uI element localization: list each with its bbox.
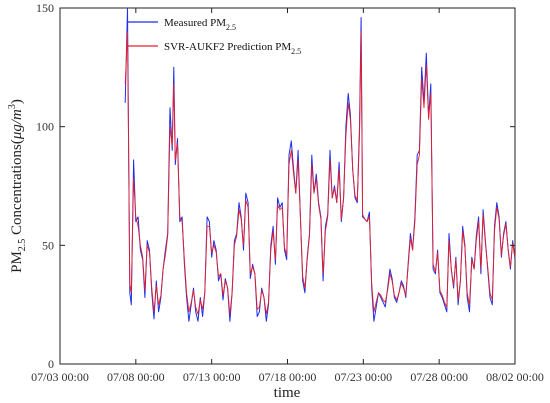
plot-frame (59, 7, 516, 365)
series-layer (124, 7, 516, 322)
y-tick-label: 150 (36, 1, 54, 15)
x-tick-label: 07/13 00:00 (183, 370, 241, 384)
x-tick-label: 07/03 00:00 (31, 370, 89, 384)
series-line-prediction (124, 31, 516, 315)
y-axis-title: PM2.5 Concentrations(μg/m3) (7, 99, 28, 273)
y-tick-label: 0 (48, 357, 54, 371)
x-tick-label: 08/02 00:00 (486, 370, 544, 384)
axis-layer: 0 50 100 150 07/03 00:00 07/08 00:00 07/13 00:… (31, 1, 544, 384)
x-tick-label: 07/23 00:00 (334, 370, 392, 384)
x-tick-label: 07/18 00:00 (259, 370, 317, 384)
x-tick-label: 07/28 00:00 (410, 370, 468, 384)
x-axis-title: time (274, 385, 301, 401)
legend-label-measured: Measured PM2.5 (164, 17, 236, 32)
y-tick-label: 50 (42, 238, 54, 252)
legend: Measured PM2.5 SVR-AUKF2 Prediction PM2.… (128, 17, 301, 56)
legend-label-prediction: SVR-AUKF2 Prediction PM2.5 (164, 41, 301, 56)
y-tick-label: 100 (36, 120, 54, 134)
plot-area: 0 50 100 150 07/03 00:00 07/08 00:00 07/13 00:… (31, 1, 544, 384)
x-tick-label: 07/08 00:00 (107, 370, 165, 384)
